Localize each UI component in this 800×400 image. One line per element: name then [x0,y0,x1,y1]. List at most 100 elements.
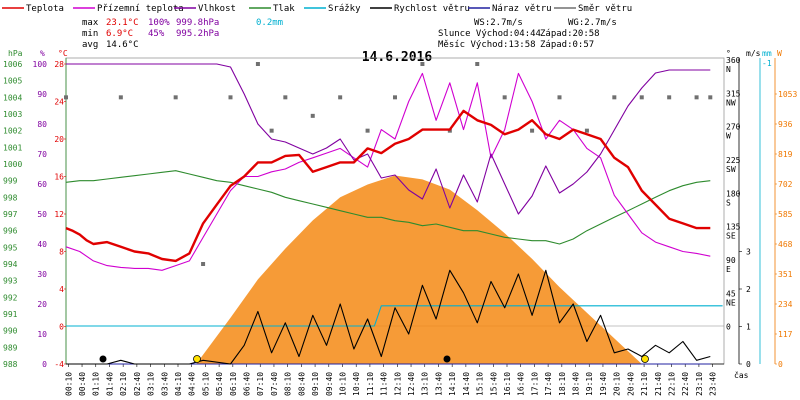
ms-axis-title: m/s [746,49,761,58]
mm-tick-label: -1 [762,59,772,68]
pct-tick-label: 100 [33,60,48,69]
series-smer-vetru-point [612,95,617,100]
stat-sun-rise: Slunce Východ:04:44 [438,29,541,39]
c-tick-label: 16 [54,173,64,182]
w-tick-label: 468 [778,240,793,249]
chart-title: 14.6.2016 [362,50,433,65]
series-smer-vetru-point [228,95,233,100]
x-tick-label: 20:40 [626,372,635,396]
x-tick-label: 22:40 [681,372,690,396]
x-tick-label: 03:40 [160,372,169,396]
stat-max-label: max [82,18,99,28]
series-smer-vetru-point [283,95,288,100]
legend-vlhkost: Vlhkost [198,4,236,14]
dir-tick-label: 135 [726,223,741,232]
x-tick-label: 03:10 [147,372,156,396]
hpa-tick-label: 1006 [3,60,22,69]
stats-block: max 23.1°C 100% 999.8hPa 0.2mm min 6.9°C… [82,18,617,50]
legend-teplota: Teplota [26,4,64,14]
pct-tick-label: 10 [37,330,47,339]
pct-tick-label: 60 [37,180,47,189]
dir-tick-label: 90 [726,256,736,265]
pct-tick-label: 50 [37,210,47,219]
c-tick-label: -4 [54,360,64,369]
x-tick-label: 11:40 [380,372,389,396]
x-tick-label: 22:10 [667,372,676,396]
x-tick-label: 20:10 [613,372,622,396]
series-smer-vetru-point [393,95,397,100]
x-tick-label: 18:40 [572,372,581,396]
ms-tick-label: 2 [746,285,751,294]
series-smer-vetru-point [502,95,507,100]
stat-max-press: 999.8hPa [176,18,219,28]
x-tick-label: 02:10 [119,372,128,396]
x-tick-label: 01:10 [92,372,101,396]
c-tick-label: 24 [54,98,64,107]
hpa-tick-label: 993 [3,277,18,286]
hpa-tick-label: 991 [3,310,18,319]
x-tick-label: 00:40 [78,372,87,396]
x-tick-label: 21:40 [654,372,663,396]
series-smer-vetru-point [310,113,315,118]
x-tick-label: 12:40 [407,372,416,396]
mm-axis-title: mm [762,49,772,58]
series-smer-vetru-point [557,95,562,100]
dir-tick-label: 180 [726,189,741,198]
dir-tick-label: 360 [726,56,741,65]
x-tick-label: 09:40 [325,372,334,396]
hpa-axis-title: hPa [8,49,23,58]
legend-tlak: Tlak [273,4,295,14]
series-solar-area [196,175,642,364]
hpa-tick-label: 1002 [3,127,22,136]
series-vlhkost-line [66,63,711,215]
dir-tick-label: 270 [726,123,741,132]
dir-tick-compass: SW [726,165,736,174]
pct-axis-title: % [40,49,45,58]
x-tick-label: 00:10 [64,372,73,396]
pct-tick-label: 90 [37,90,47,99]
pct-tick-label: 70 [37,150,47,159]
series-smer-vetru-point [173,95,178,100]
x-tick-label: 23:40 [709,372,718,396]
stat-max-temp: 23.1°C [106,18,139,28]
stat-min-temp: 6.9°C [106,29,133,39]
w-tick-label: 936 [778,120,793,129]
hpa-tick-label: 988 [3,360,18,369]
dir-tick-compass: N [726,65,731,74]
stat-min-label: min [82,29,98,39]
x-tick-label: 11:10 [366,372,375,396]
x-tick-label: 04:40 [188,372,197,396]
x-tick-label: 04:10 [174,372,183,396]
sunset-marker-icon [641,355,649,363]
series-smer-vetru-point [118,95,123,100]
c-tick-label: 4 [59,285,64,294]
w-axis-title: W [777,49,782,58]
c-tick-label: 0 [59,323,64,332]
series-smer-vetru-point [269,128,274,133]
hpa-tick-label: 989 [3,343,18,352]
legend: Teplota Přízemní teplota Vlhkost Tlak Sr… [2,4,632,14]
hpa-tick-label: 990 [3,327,18,336]
x-tick-label: 18:10 [558,372,567,396]
w-tick-label: 351 [778,270,793,279]
hpa-tick-label: 997 [3,210,18,219]
hpa-tick-label: 999 [3,177,18,186]
pct-tick-label: 80 [37,120,47,129]
series-smer-vetru-point [201,262,206,266]
stat-ws: WS:2.7m/s [474,18,523,28]
legend-srazky: Srážky [328,4,361,14]
x-tick-label: 14:40 [462,372,471,396]
stat-moon-rise: Měsíc Východ:13:58 [438,40,536,50]
series-tlak-line [65,170,711,245]
w-tick-label: 702 [778,180,793,189]
x-tick-label: 07:40 [270,372,279,396]
pct-tick-label: 30 [37,270,47,279]
series-smer-vetru-point [667,95,672,100]
stat-max-rain: 0.2mm [256,18,283,28]
series-rychlost-vetru-line [66,269,711,365]
hpa-tick-label: 992 [3,293,18,302]
dir-tick-compass: NE [726,298,736,307]
x-tick-label: 21:10 [640,372,649,396]
series-smer-vetru-point [420,62,425,66]
